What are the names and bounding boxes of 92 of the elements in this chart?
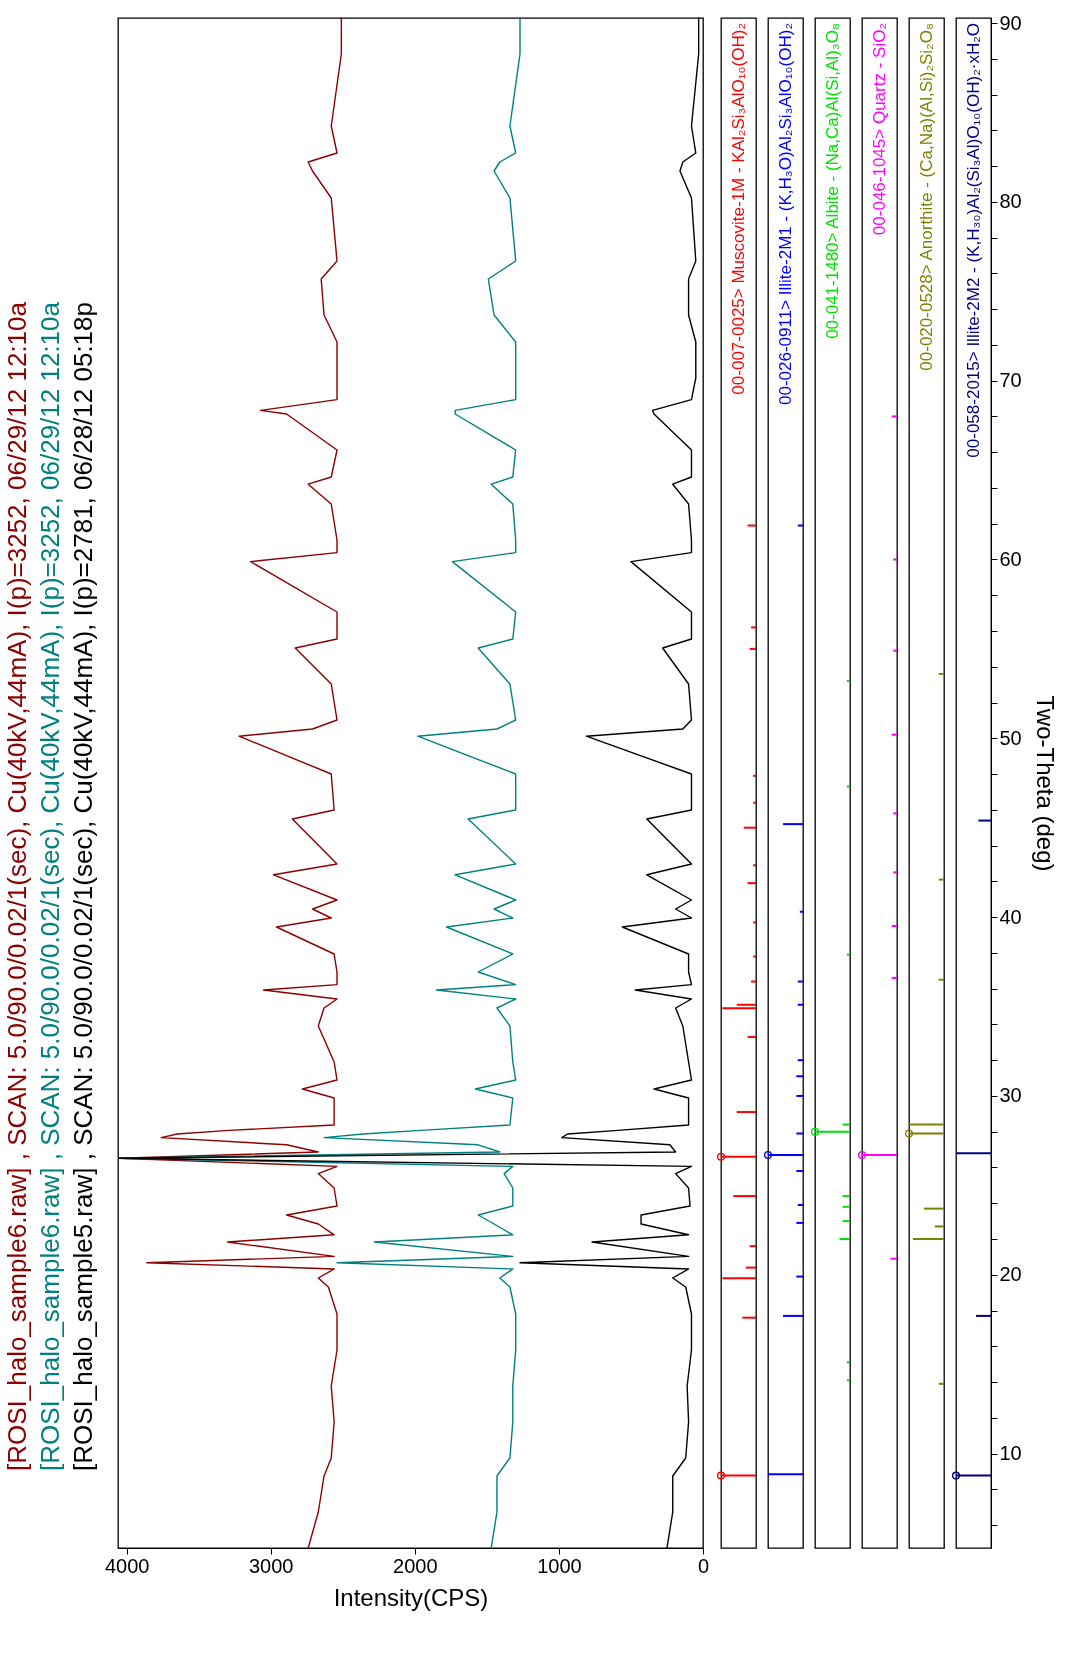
bar: [909, 1132, 944, 1135]
bar: [796, 1075, 803, 1078]
bar: [751, 626, 756, 629]
bar: [796, 1132, 803, 1135]
bar: [783, 1314, 803, 1317]
x-axis-title: Intensity(CPS): [333, 1583, 489, 1611]
bar: [862, 1153, 897, 1156]
text: 00-007-0025> Muscovite-1M - KAl₂Si₃AlO₁₀(OH)₂: [728, 23, 748, 395]
bar: [891, 976, 897, 979]
bar: [747, 524, 756, 527]
text: 00-041-1480> Albite - (Na,Ca)Al(Si,Al)₃O₈: [822, 23, 842, 339]
bar: [753, 921, 756, 924]
x-tick-label: 4000: [104, 1554, 150, 1577]
bar: [839, 1238, 850, 1240]
y-tick-label: 70: [999, 369, 1022, 392]
bar: [736, 1111, 756, 1114]
bar: [753, 801, 756, 804]
bar: [722, 1007, 756, 1010]
bar: [799, 910, 803, 913]
bar: [891, 733, 897, 736]
y-tick-label: 40: [999, 905, 1022, 928]
y-axis-title: Two-Theta (deg): [1031, 695, 1059, 872]
bar: [846, 953, 850, 956]
bar: [842, 1195, 850, 1198]
bar: [938, 1382, 944, 1385]
bar: [753, 955, 756, 958]
x-tick-label: 0: [697, 1554, 710, 1577]
x-tick-label: 2000: [393, 1554, 438, 1577]
y-tick-label: 60: [999, 547, 1022, 570]
bar: [768, 1473, 803, 1476]
bar: [893, 812, 897, 815]
x-tick-label: 1000: [537, 1554, 582, 1577]
bar: [891, 415, 897, 418]
y-tick-label: 30: [999, 1084, 1022, 1107]
bar: [842, 1220, 850, 1223]
bar: [747, 882, 756, 885]
bar: [751, 980, 756, 983]
bar: [753, 774, 756, 777]
bar: [796, 1275, 803, 1278]
bar: [753, 864, 756, 867]
bar: [797, 524, 803, 527]
bar: [721, 1474, 756, 1477]
bar: [938, 672, 944, 675]
bar: [890, 1257, 897, 1260]
bar: [815, 1130, 850, 1133]
bar: [743, 826, 756, 829]
bar: [893, 871, 897, 874]
bar: [938, 978, 944, 981]
bar: [934, 1225, 944, 1228]
bar: [722, 1277, 756, 1280]
bar: [796, 1170, 803, 1173]
y-tick-label: 90: [999, 11, 1022, 34]
bar: [721, 1155, 756, 1158]
bar: [768, 1153, 803, 1156]
bar: [893, 649, 897, 652]
bar: [893, 558, 897, 561]
bar: [938, 878, 944, 881]
text: 00-058-2015> Illite-2M2 - (K,H₃₀)Al₂(Si₃Al)O₁₀(OH)₂·xH₂O: [963, 23, 983, 458]
text: [ROSI_halo_sample5.raw] , SCAN: 5.0/90.0/0.02/1(sec), Cu(40kV,44mA), I(p)=2781, 06/28/12 05:18p: [68, 302, 98, 1471]
bar: [842, 1205, 850, 1208]
bar: [846, 1379, 850, 1382]
bar: [909, 1123, 944, 1126]
text: [ROSI_halo_sample6.raw] , SCAN: 5.0/90.0/0.02/1(sec), Cu(40kV,44mA), I(p)=3252, 06/29/12 12:10a: [35, 301, 65, 1471]
bar: [749, 1245, 756, 1248]
bar: [796, 1094, 803, 1097]
bar: [745, 1266, 756, 1269]
bar: [797, 980, 803, 983]
bar: [783, 823, 803, 826]
x-tick-label: 3000: [248, 1554, 294, 1577]
y-tick-label: 50: [999, 726, 1022, 749]
bar: [797, 1059, 803, 1062]
bar: [846, 680, 850, 683]
y-tick-label: 20: [999, 1263, 1022, 1286]
text: [ROSI_halo_sample6.raw] , SCAN: 5.0/90.0/0.02/1(sec), Cu(40kV,44mA), I(p)=3252, 06/29/12 12:10a: [2, 301, 32, 1471]
bar: [912, 1238, 944, 1240]
bar: [742, 1316, 756, 1319]
bar: [846, 785, 850, 788]
bar: [797, 1204, 803, 1207]
text: 00-046-1045> Quartz - SiO₂: [869, 23, 889, 236]
text: 00-020-0528> Anorthite - (Ca,Na)(Al,Si)₂Si₂O₈: [916, 23, 936, 371]
bar: [846, 1361, 850, 1364]
text: 00-026-0911> Illite-2M1 - (K,H₃O)Al₂Si₃AlO₁₀(OH)₂: [775, 23, 795, 405]
bar: [749, 647, 756, 650]
bar: [891, 925, 897, 928]
bar: [797, 1003, 803, 1006]
bar: [924, 1207, 944, 1210]
bar: [842, 1123, 850, 1126]
bar: [796, 1221, 803, 1224]
bar: [733, 1195, 756, 1198]
y-tick-label: 80: [999, 190, 1022, 213]
y-tick-label: 10: [999, 1442, 1022, 1465]
bar: [747, 1035, 756, 1038]
